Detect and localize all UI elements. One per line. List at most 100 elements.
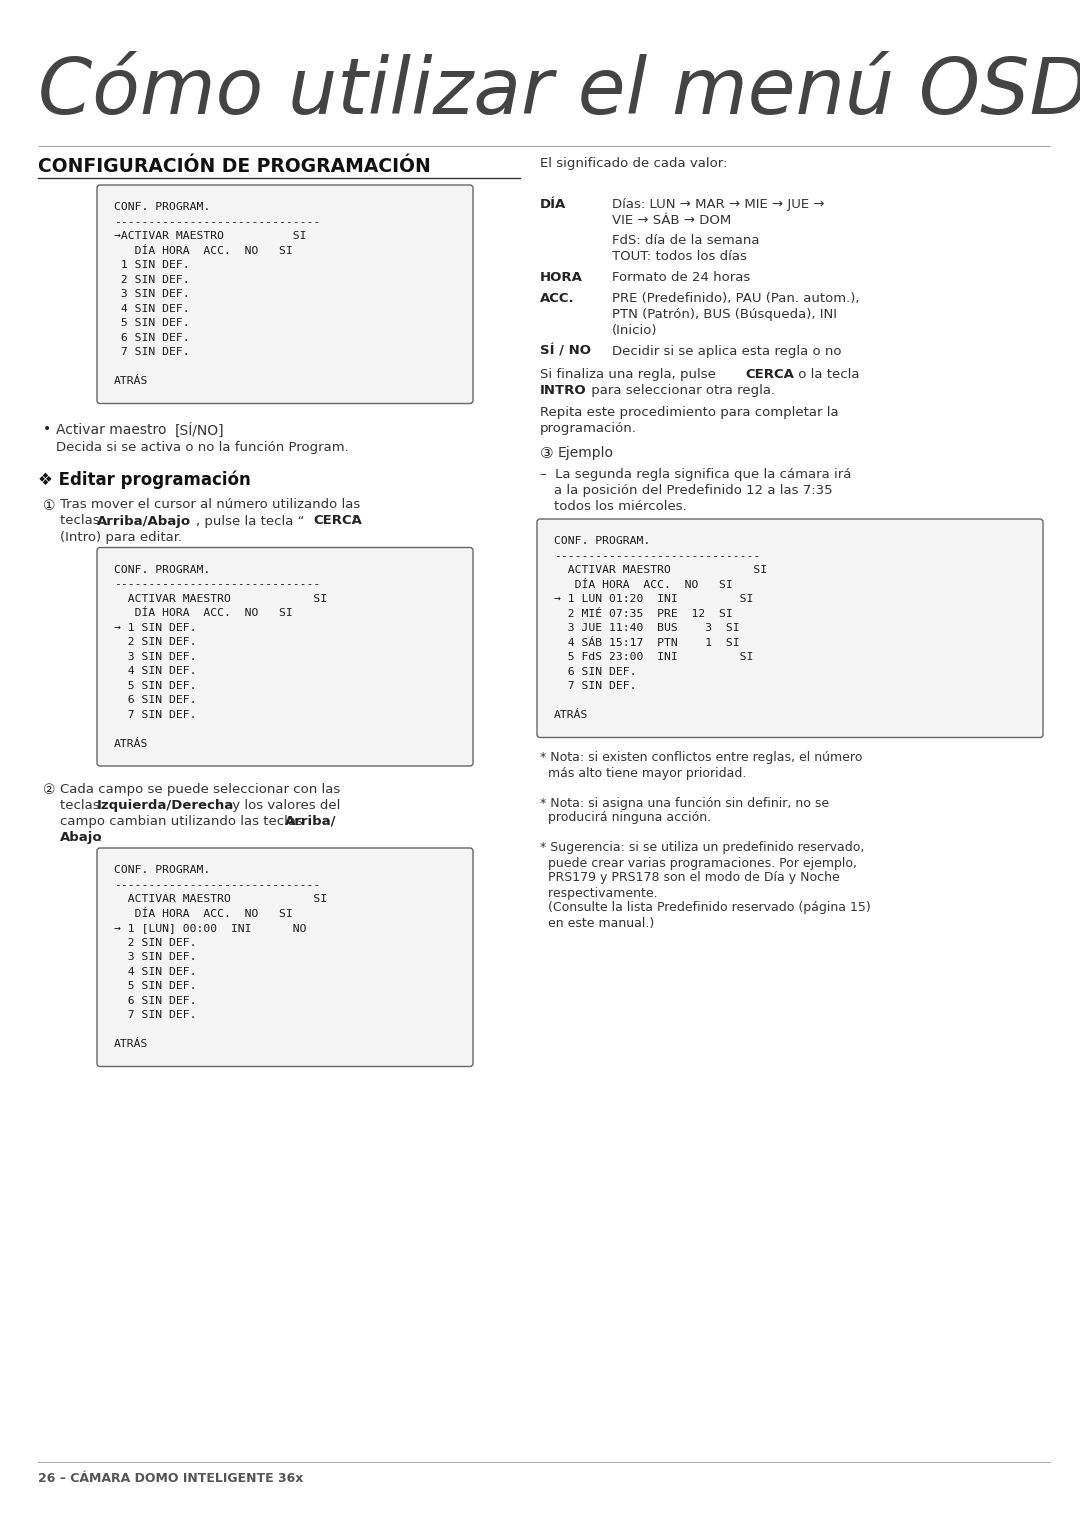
Text: 6 SIN DEF.: 6 SIN DEF.	[114, 333, 190, 342]
Text: DÍA HORA  ACC.  NO   SI: DÍA HORA ACC. NO SI	[114, 609, 293, 618]
Text: INTRO: INTRO	[540, 384, 586, 397]
Text: Repita este procedimiento para completar la: Repita este procedimiento para completar…	[540, 407, 839, 419]
Text: El significado de cada valor:: El significado de cada valor:	[540, 156, 727, 170]
Text: Arriba/Abajo: Arriba/Abajo	[97, 514, 191, 528]
Text: 1 SIN DEF.: 1 SIN DEF.	[114, 261, 190, 270]
Text: 5 SIN DEF.: 5 SIN DEF.	[114, 318, 190, 328]
Text: 4 SIN DEF.: 4 SIN DEF.	[114, 666, 197, 676]
Text: PRE (Predefinido), PAU (Pan. autom.),: PRE (Predefinido), PAU (Pan. autom.),	[612, 291, 860, 305]
Text: CONF. PROGRAM.: CONF. PROGRAM.	[114, 865, 211, 876]
Text: (Consulte la lista Predefinido reservado (página 15): (Consulte la lista Predefinido reservado…	[540, 902, 870, 914]
Text: ②: ②	[43, 782, 55, 798]
Text: DÍA HORA  ACC.  NO   SI: DÍA HORA ACC. NO SI	[554, 580, 732, 589]
Text: 7 SIN DEF.: 7 SIN DEF.	[114, 347, 190, 357]
Text: →ACTIVAR MAESTRO          SI: →ACTIVAR MAESTRO SI	[114, 232, 307, 241]
Text: PRS179 y PRS178 son el modo de Día y Noche: PRS179 y PRS178 son el modo de Día y Noc…	[540, 871, 840, 885]
Text: 7 SIN DEF.: 7 SIN DEF.	[554, 681, 636, 692]
Text: PTN (Patrón), BUS (Búsqueda), INI: PTN (Patrón), BUS (Búsqueda), INI	[612, 308, 837, 321]
Text: 7 SIN DEF.: 7 SIN DEF.	[114, 1011, 197, 1020]
FancyBboxPatch shape	[97, 548, 473, 765]
Text: * Nota: si asigna una función sin definir, no se: * Nota: si asigna una función sin defini…	[540, 796, 829, 810]
Text: 3 SIN DEF.: 3 SIN DEF.	[114, 953, 197, 962]
Text: 2 SIN DEF.: 2 SIN DEF.	[114, 937, 197, 948]
Text: Decida si se activa o no la función Program.: Decida si se activa o no la función Prog…	[56, 440, 349, 454]
Text: CERCA: CERCA	[745, 368, 794, 380]
Text: 6 SIN DEF.: 6 SIN DEF.	[114, 996, 197, 1006]
Text: •: •	[43, 422, 51, 437]
Text: respectivamente.: respectivamente.	[540, 887, 658, 899]
Text: DÍA HORA  ACC.  NO   SI: DÍA HORA ACC. NO SI	[114, 908, 293, 919]
Text: → 1 [LUN] 00:00  INI      NO: → 1 [LUN] 00:00 INI NO	[114, 923, 307, 933]
Text: [SÍ/NO]: [SÍ/NO]	[175, 422, 225, 437]
Text: CONF. PROGRAM.: CONF. PROGRAM.	[114, 565, 211, 575]
Text: ACTIVAR MAESTRO            SI: ACTIVAR MAESTRO SI	[554, 565, 767, 575]
Text: Formato de 24 horas: Formato de 24 horas	[612, 272, 751, 284]
Text: ------------------------------: ------------------------------	[114, 216, 321, 227]
Text: campo cambian utilizando las teclas: campo cambian utilizando las teclas	[60, 815, 307, 828]
Text: 4 SÁB 15:17  PTN    1  SI: 4 SÁB 15:17 PTN 1 SI	[554, 638, 740, 647]
Text: SÍ / NO: SÍ / NO	[540, 345, 591, 357]
Text: Activar maestro: Activar maestro	[56, 422, 166, 437]
Text: en este manual.): en este manual.)	[540, 916, 654, 930]
Text: todos los miércoles.: todos los miércoles.	[554, 500, 687, 512]
Text: * Nota: si existen conflictos entre reglas, el número: * Nota: si existen conflictos entre regl…	[540, 752, 862, 764]
Text: producirá ninguna acción.: producirá ninguna acción.	[540, 811, 711, 824]
Text: ATRÁS: ATRÁS	[114, 739, 148, 749]
Text: 2 MIÉ 07:35  PRE  12  SI: 2 MIÉ 07:35 PRE 12 SI	[554, 609, 732, 618]
Text: 4 SIN DEF.: 4 SIN DEF.	[114, 304, 190, 314]
Text: 2 SIN DEF.: 2 SIN DEF.	[114, 637, 197, 647]
Text: .: .	[98, 831, 103, 844]
Text: 3 JUE 11:40  BUS    3  SI: 3 JUE 11:40 BUS 3 SI	[554, 623, 740, 634]
Text: * Sugerencia: si se utiliza un predefinido reservado,: * Sugerencia: si se utiliza un predefini…	[540, 842, 864, 854]
Text: ATRÁS: ATRÁS	[554, 710, 589, 721]
Text: DÍA: DÍA	[540, 198, 566, 212]
Text: CONFIGURACIÓN DE PROGRAMACIÓN: CONFIGURACIÓN DE PROGRAMACIÓN	[38, 156, 431, 176]
Text: 3 SIN DEF.: 3 SIN DEF.	[114, 290, 190, 299]
Text: Cómo utilizar el menú OSD: Cómo utilizar el menú OSD	[38, 54, 1080, 130]
Text: Ejemplo: Ejemplo	[558, 446, 615, 460]
Text: puede crear varias programaciones. Por ejemplo,: puede crear varias programaciones. Por e…	[540, 856, 858, 870]
Text: ACTIVAR MAESTRO            SI: ACTIVAR MAESTRO SI	[114, 894, 327, 904]
Text: ------------------------------: ------------------------------	[114, 580, 321, 589]
Text: CONF. PROGRAM.: CONF. PROGRAM.	[554, 537, 650, 546]
Text: –  La segunda regla significa que la cámara irá: – La segunda regla significa que la cáma…	[540, 468, 851, 482]
Text: VIE → SÁB → DOM: VIE → SÁB → DOM	[612, 215, 731, 227]
Text: CONF. PROGRAM.: CONF. PROGRAM.	[114, 202, 211, 212]
Text: ①: ①	[43, 499, 55, 512]
Text: teclas: teclas	[60, 799, 104, 811]
Text: Tras mover el cursor al número utilizando las: Tras mover el cursor al número utilizand…	[60, 499, 361, 511]
Text: 6 SIN DEF.: 6 SIN DEF.	[114, 695, 197, 706]
Text: Izquierda/Derecha: Izquierda/Derecha	[97, 799, 234, 811]
Text: ”: ”	[352, 514, 359, 528]
Text: ATRÁS: ATRÁS	[114, 376, 148, 387]
Text: teclas: teclas	[60, 514, 104, 528]
Text: → 1 LUN 01:20  INI         SI: → 1 LUN 01:20 INI SI	[554, 594, 754, 604]
Text: Si finaliza una regla, pulse: Si finaliza una regla, pulse	[540, 368, 720, 380]
Text: más alto tiene mayor prioridad.: más alto tiene mayor prioridad.	[540, 767, 746, 779]
Text: ATRÁS: ATRÁS	[114, 1039, 148, 1049]
Text: 5 SIN DEF.: 5 SIN DEF.	[114, 681, 197, 690]
Text: Abajo: Abajo	[60, 831, 103, 844]
Text: programación.: programación.	[540, 422, 637, 436]
FancyBboxPatch shape	[537, 518, 1043, 738]
Text: 5 SIN DEF.: 5 SIN DEF.	[114, 982, 197, 991]
Text: Decidir si se aplica esta regla o no: Decidir si se aplica esta regla o no	[612, 345, 841, 357]
Text: para seleccionar otra regla.: para seleccionar otra regla.	[588, 384, 775, 397]
Text: o la tecla: o la tecla	[794, 368, 860, 380]
Text: , pulse la tecla “: , pulse la tecla “	[195, 514, 305, 528]
Text: 4 SIN DEF.: 4 SIN DEF.	[114, 966, 197, 977]
FancyBboxPatch shape	[97, 186, 473, 403]
Text: 3 SIN DEF.: 3 SIN DEF.	[114, 652, 197, 661]
Text: ③: ③	[540, 446, 554, 462]
Text: 7 SIN DEF.: 7 SIN DEF.	[114, 710, 197, 719]
Text: ------------------------------: ------------------------------	[554, 551, 760, 561]
Text: Cada campo se puede seleccionar con las: Cada campo se puede seleccionar con las	[60, 782, 340, 796]
Text: Arriba/: Arriba/	[285, 815, 337, 828]
Text: → 1 SIN DEF.: → 1 SIN DEF.	[114, 623, 197, 632]
Text: 6 SIN DEF.: 6 SIN DEF.	[554, 667, 636, 676]
Text: ❖ Editar programación: ❖ Editar programación	[38, 471, 251, 489]
Text: ACC.: ACC.	[540, 291, 575, 305]
Text: CERCA: CERCA	[313, 514, 362, 528]
Text: ACTIVAR MAESTRO            SI: ACTIVAR MAESTRO SI	[114, 594, 327, 604]
Text: 5 FdS 23:00  INI         SI: 5 FdS 23:00 INI SI	[554, 652, 754, 663]
